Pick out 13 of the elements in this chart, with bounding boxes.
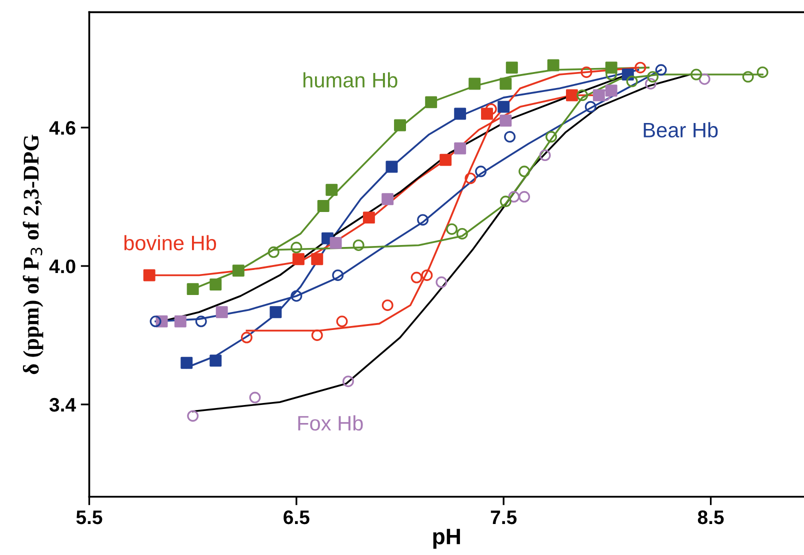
x-tick-label: 5.5: [76, 510, 102, 524]
y-tick-label: 3.4: [49, 398, 76, 412]
series-label: bovine Hb: [124, 235, 216, 250]
y-axis-title: δ (ppm) of P$_{3}$ of 2,3-DPG: [22, 134, 44, 374]
series-label: Fox Hb: [298, 415, 363, 431]
x-axis-title: pH: [433, 528, 460, 549]
x-tick-label: 6.5: [284, 510, 310, 524]
y-tick-label: 4.6: [49, 121, 76, 135]
x-tick-label: 8.5: [698, 510, 724, 524]
series-label: human Hb: [304, 72, 398, 88]
y-tick-label: 4.0: [49, 259, 76, 274]
x-tick-label: 7.5: [490, 510, 517, 524]
text: Bear Hb: [644, 122, 718, 138]
